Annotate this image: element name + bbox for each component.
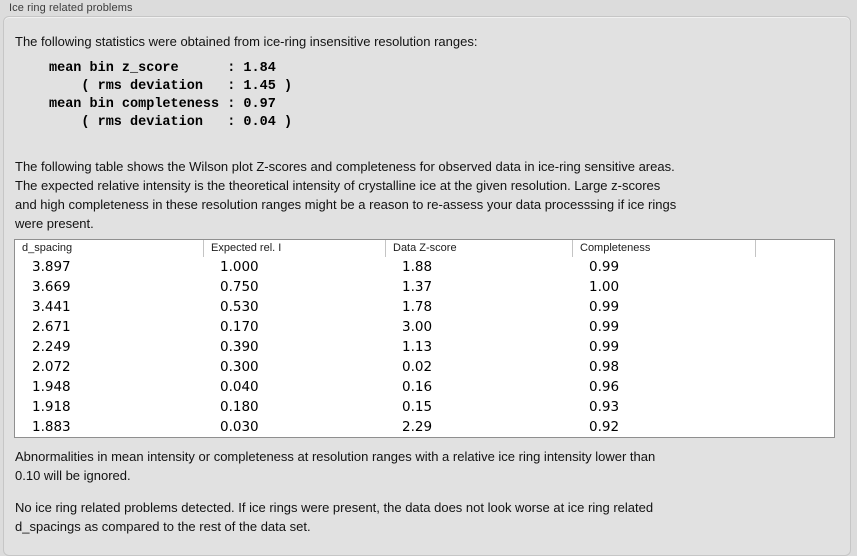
table-cell: 0.390 bbox=[220, 339, 259, 355]
ice-ring-group-box: The following statistics were obtained f… bbox=[3, 16, 851, 556]
table-cell: 0.98 bbox=[589, 359, 620, 375]
table-cell: 0.300 bbox=[220, 359, 259, 375]
table-header-row: d_spacing Expected rel. I Data Z-score Comp… bbox=[15, 240, 834, 257]
table-cell: 2.072 bbox=[32, 359, 71, 375]
table-cell: 1.37 bbox=[402, 279, 433, 295]
table-cell: 0.040 bbox=[220, 379, 259, 395]
table-row[interactable]: 2.249 0.390 1.13 0.99 bbox=[15, 337, 834, 357]
table-row[interactable]: 3.897 1.000 1.88 0.99 bbox=[15, 257, 834, 277]
table-cell: 0.99 bbox=[589, 339, 620, 355]
table-cell: 0.99 bbox=[589, 299, 620, 315]
table-cell: 0.99 bbox=[589, 319, 620, 335]
table-cell: 1.78 bbox=[402, 299, 433, 315]
table-cell: 3.00 bbox=[402, 319, 433, 335]
table-cell: 0.02 bbox=[402, 359, 433, 375]
table-cell: 3.441 bbox=[32, 299, 71, 315]
table-row[interactable]: 1.918 0.180 0.15 0.93 bbox=[15, 397, 834, 417]
table-cell: 0.170 bbox=[220, 319, 259, 335]
table-cell: 0.99 bbox=[589, 259, 620, 275]
ignore-note: Abnormalities in mean intensity or compl… bbox=[15, 449, 656, 483]
table-cell: 3.669 bbox=[32, 279, 71, 295]
table-cell: 0.750 bbox=[220, 279, 259, 295]
panel-title: Ice ring related problems bbox=[9, 2, 133, 14]
table-row[interactable]: 2.072 0.300 0.02 0.98 bbox=[15, 357, 834, 377]
table-cell: 1.883 bbox=[32, 419, 71, 435]
table-cell: 2.29 bbox=[402, 419, 433, 435]
table-cell: 3.897 bbox=[32, 259, 71, 275]
column-header-expected-rel-i[interactable]: Expected rel. I bbox=[203, 240, 385, 257]
table-cell: 1.13 bbox=[402, 339, 433, 355]
table-cell: 1.00 bbox=[589, 279, 620, 295]
table-cell: 1.918 bbox=[32, 399, 71, 415]
conclusion-text: No ice ring related problems detected. I… bbox=[15, 500, 654, 534]
table-cell: 0.92 bbox=[589, 419, 620, 435]
table-cell: 0.93 bbox=[589, 399, 620, 415]
table-cell: 2.249 bbox=[32, 339, 71, 355]
column-header-completeness[interactable]: Completeness bbox=[572, 240, 755, 257]
table-cell: 0.15 bbox=[402, 399, 433, 415]
table-body: 3.897 1.000 1.88 0.99 3.669 0.750 1.37 1.00 3.44… bbox=[15, 257, 834, 437]
table-cell: 0.96 bbox=[589, 379, 620, 395]
table-cell: 0.16 bbox=[402, 379, 433, 395]
table-cell: 1.948 bbox=[32, 379, 71, 395]
column-header-data-z-score[interactable]: Data Z-score bbox=[385, 240, 572, 257]
intro-text: The following statistics were obtained f… bbox=[15, 34, 478, 49]
stats-block: mean bin z_score : 1.84 ( rms deviation … bbox=[49, 61, 293, 130]
table-description: The following table shows the Wilson plo… bbox=[15, 159, 677, 231]
column-header-blank[interactable] bbox=[755, 240, 834, 257]
ice-ring-table[interactable]: d_spacing Expected rel. I Data Z-score Comp… bbox=[14, 239, 835, 438]
column-header-d-spacing[interactable]: d_spacing bbox=[22, 242, 73, 254]
table-row[interactable]: 1.883 0.030 2.29 0.92 bbox=[15, 417, 834, 437]
table-cell: 0.530 bbox=[220, 299, 259, 315]
table-row[interactable]: 3.669 0.750 1.37 1.00 bbox=[15, 277, 834, 297]
table-cell: 2.671 bbox=[32, 319, 71, 335]
table-cell: 1.88 bbox=[402, 259, 433, 275]
table-row[interactable]: 1.948 0.040 0.16 0.96 bbox=[15, 377, 834, 397]
table-row[interactable]: 2.671 0.170 3.00 0.99 bbox=[15, 317, 834, 337]
table-cell: 1.000 bbox=[220, 259, 259, 275]
table-cell: 0.180 bbox=[220, 399, 259, 415]
table-cell: 0.030 bbox=[220, 419, 259, 435]
table-row[interactable]: 3.441 0.530 1.78 0.99 bbox=[15, 297, 834, 317]
